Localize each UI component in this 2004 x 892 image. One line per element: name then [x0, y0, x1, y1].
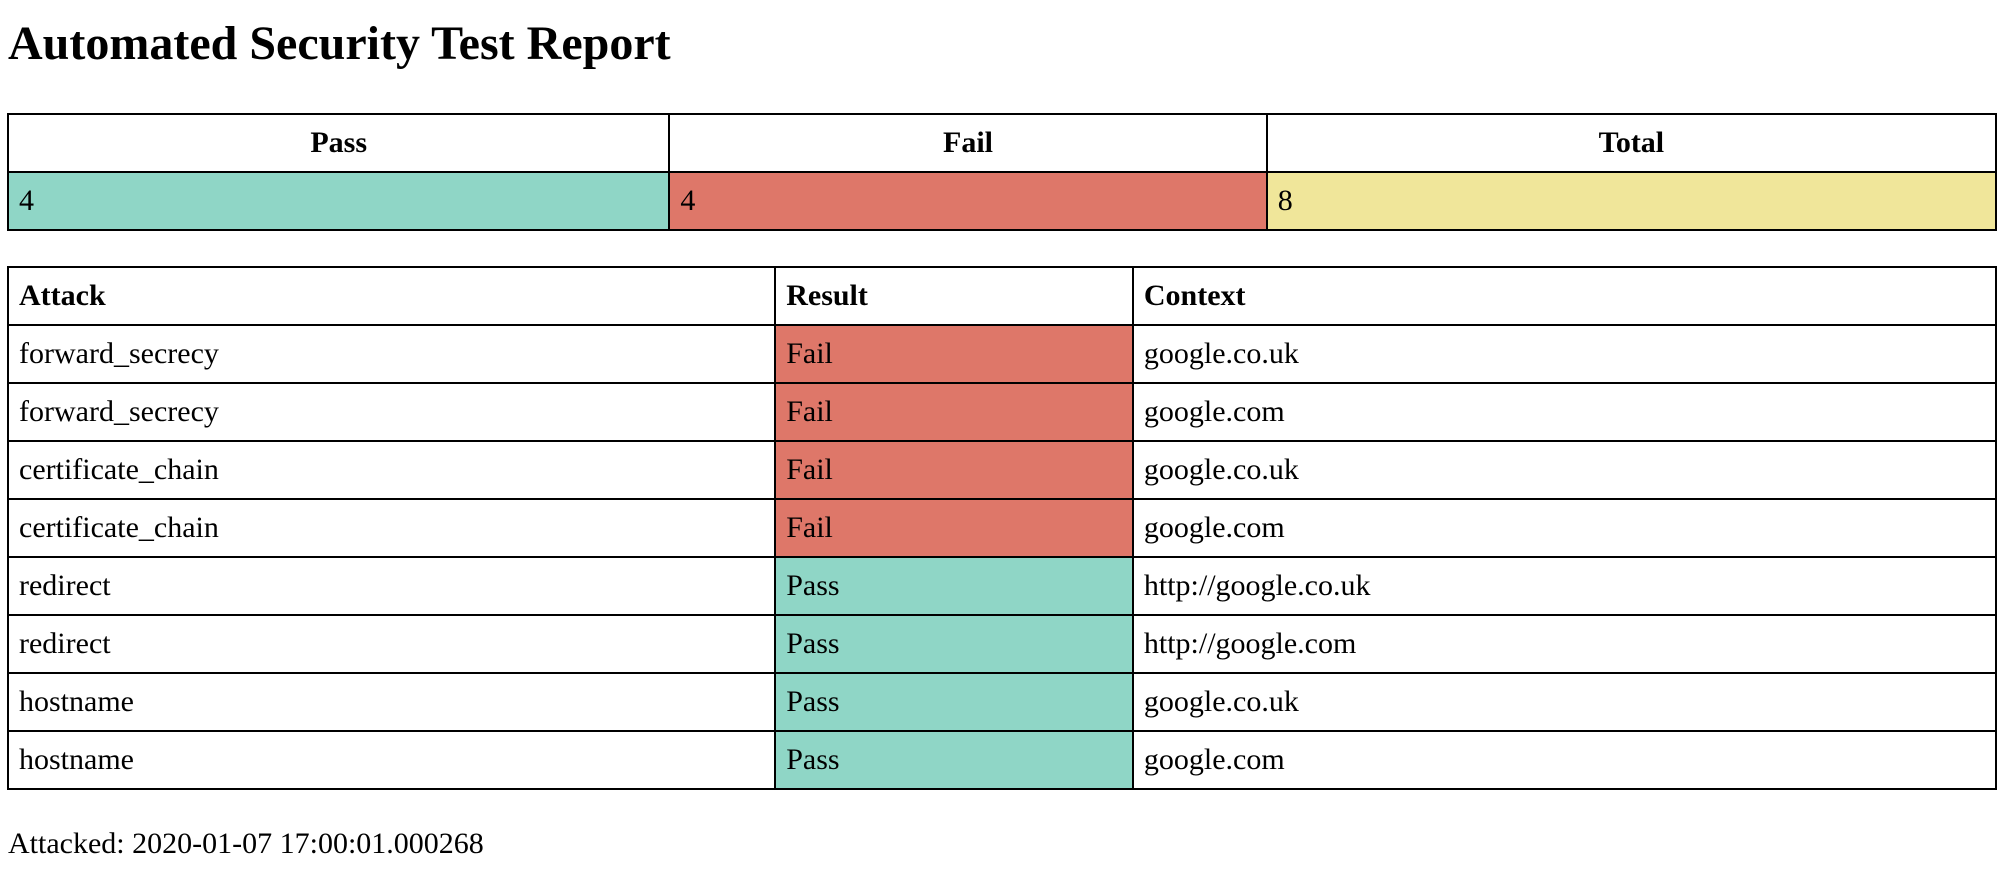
summary-header-pass: Pass: [6, 113, 671, 173]
attack-cell: forward_secrecy: [6, 324, 777, 384]
context-cell: http://google.com: [1131, 614, 1998, 674]
summary-pass-count: 4: [6, 171, 671, 231]
summary-fail-count: 4: [668, 171, 1268, 231]
result-cell: Fail: [774, 440, 1134, 500]
result-cell: Pass: [774, 556, 1134, 616]
column-header-attack: Attack: [6, 266, 777, 326]
attacked-time: 2020-01-07 17:00:01.000268: [132, 827, 484, 860]
context-cell: google.co.uk: [1131, 440, 1998, 500]
attack-cell: hostname: [6, 730, 777, 790]
result-cell: Fail: [774, 382, 1134, 442]
summary-header-total: Total: [1265, 113, 1998, 173]
attacked-label: Attacked:: [8, 827, 125, 860]
summary-value-row: 4 4 8: [6, 171, 1998, 231]
results-table: Attack Result Context forward_secrecy Fai…: [6, 266, 1998, 790]
table-row: redirect Pass http://google.com: [6, 614, 1998, 674]
table-row: certificate_chain Fail google.co.uk: [6, 440, 1998, 500]
result-cell: Fail: [774, 324, 1134, 384]
column-header-result: Result: [774, 266, 1134, 326]
result-cell: Pass: [774, 614, 1134, 674]
results-body: forward_secrecy Fail google.co.uk forward_s…: [6, 324, 1998, 790]
table-row: forward_secrecy Fail google.co.uk: [6, 324, 1998, 384]
results-header-row: Attack Result Context: [6, 266, 1998, 326]
table-row: certificate_chain Fail google.com: [6, 498, 1998, 558]
context-cell: google.co.uk: [1131, 324, 1998, 384]
result-cell: Fail: [774, 498, 1134, 558]
attack-cell: forward_secrecy: [6, 382, 777, 442]
context-cell: google.com: [1131, 730, 1998, 790]
summary-total-count: 8: [1265, 171, 1998, 231]
attack-cell: certificate_chain: [6, 498, 777, 558]
attack-cell: hostname: [6, 672, 777, 732]
attack-cell: redirect: [6, 614, 777, 674]
summary-header-row: Pass Fail Total: [6, 113, 1998, 173]
attacked-timestamp: Attacked: 2020-01-07 17:00:01.000268: [8, 824, 484, 864]
summary-header-fail: Fail: [668, 113, 1268, 173]
attack-cell: certificate_chain: [6, 440, 777, 500]
table-row: hostname Pass google.com: [6, 730, 1998, 790]
attack-cell: redirect: [6, 556, 777, 616]
context-cell: google.com: [1131, 498, 1998, 558]
table-row: hostname Pass google.co.uk: [6, 672, 1998, 732]
column-header-context: Context: [1131, 266, 1998, 326]
page-title: Automated Security Test Report: [8, 17, 671, 70]
summary-table: Pass Fail Total 4 4 8: [6, 113, 1998, 231]
table-row: forward_secrecy Fail google.com: [6, 382, 1998, 442]
result-cell: Pass: [774, 730, 1134, 790]
context-cell: google.co.uk: [1131, 672, 1998, 732]
result-cell: Pass: [774, 672, 1134, 732]
context-cell: google.com: [1131, 382, 1998, 442]
context-cell: http://google.co.uk: [1131, 556, 1998, 616]
table-row: redirect Pass http://google.co.uk: [6, 556, 1998, 616]
